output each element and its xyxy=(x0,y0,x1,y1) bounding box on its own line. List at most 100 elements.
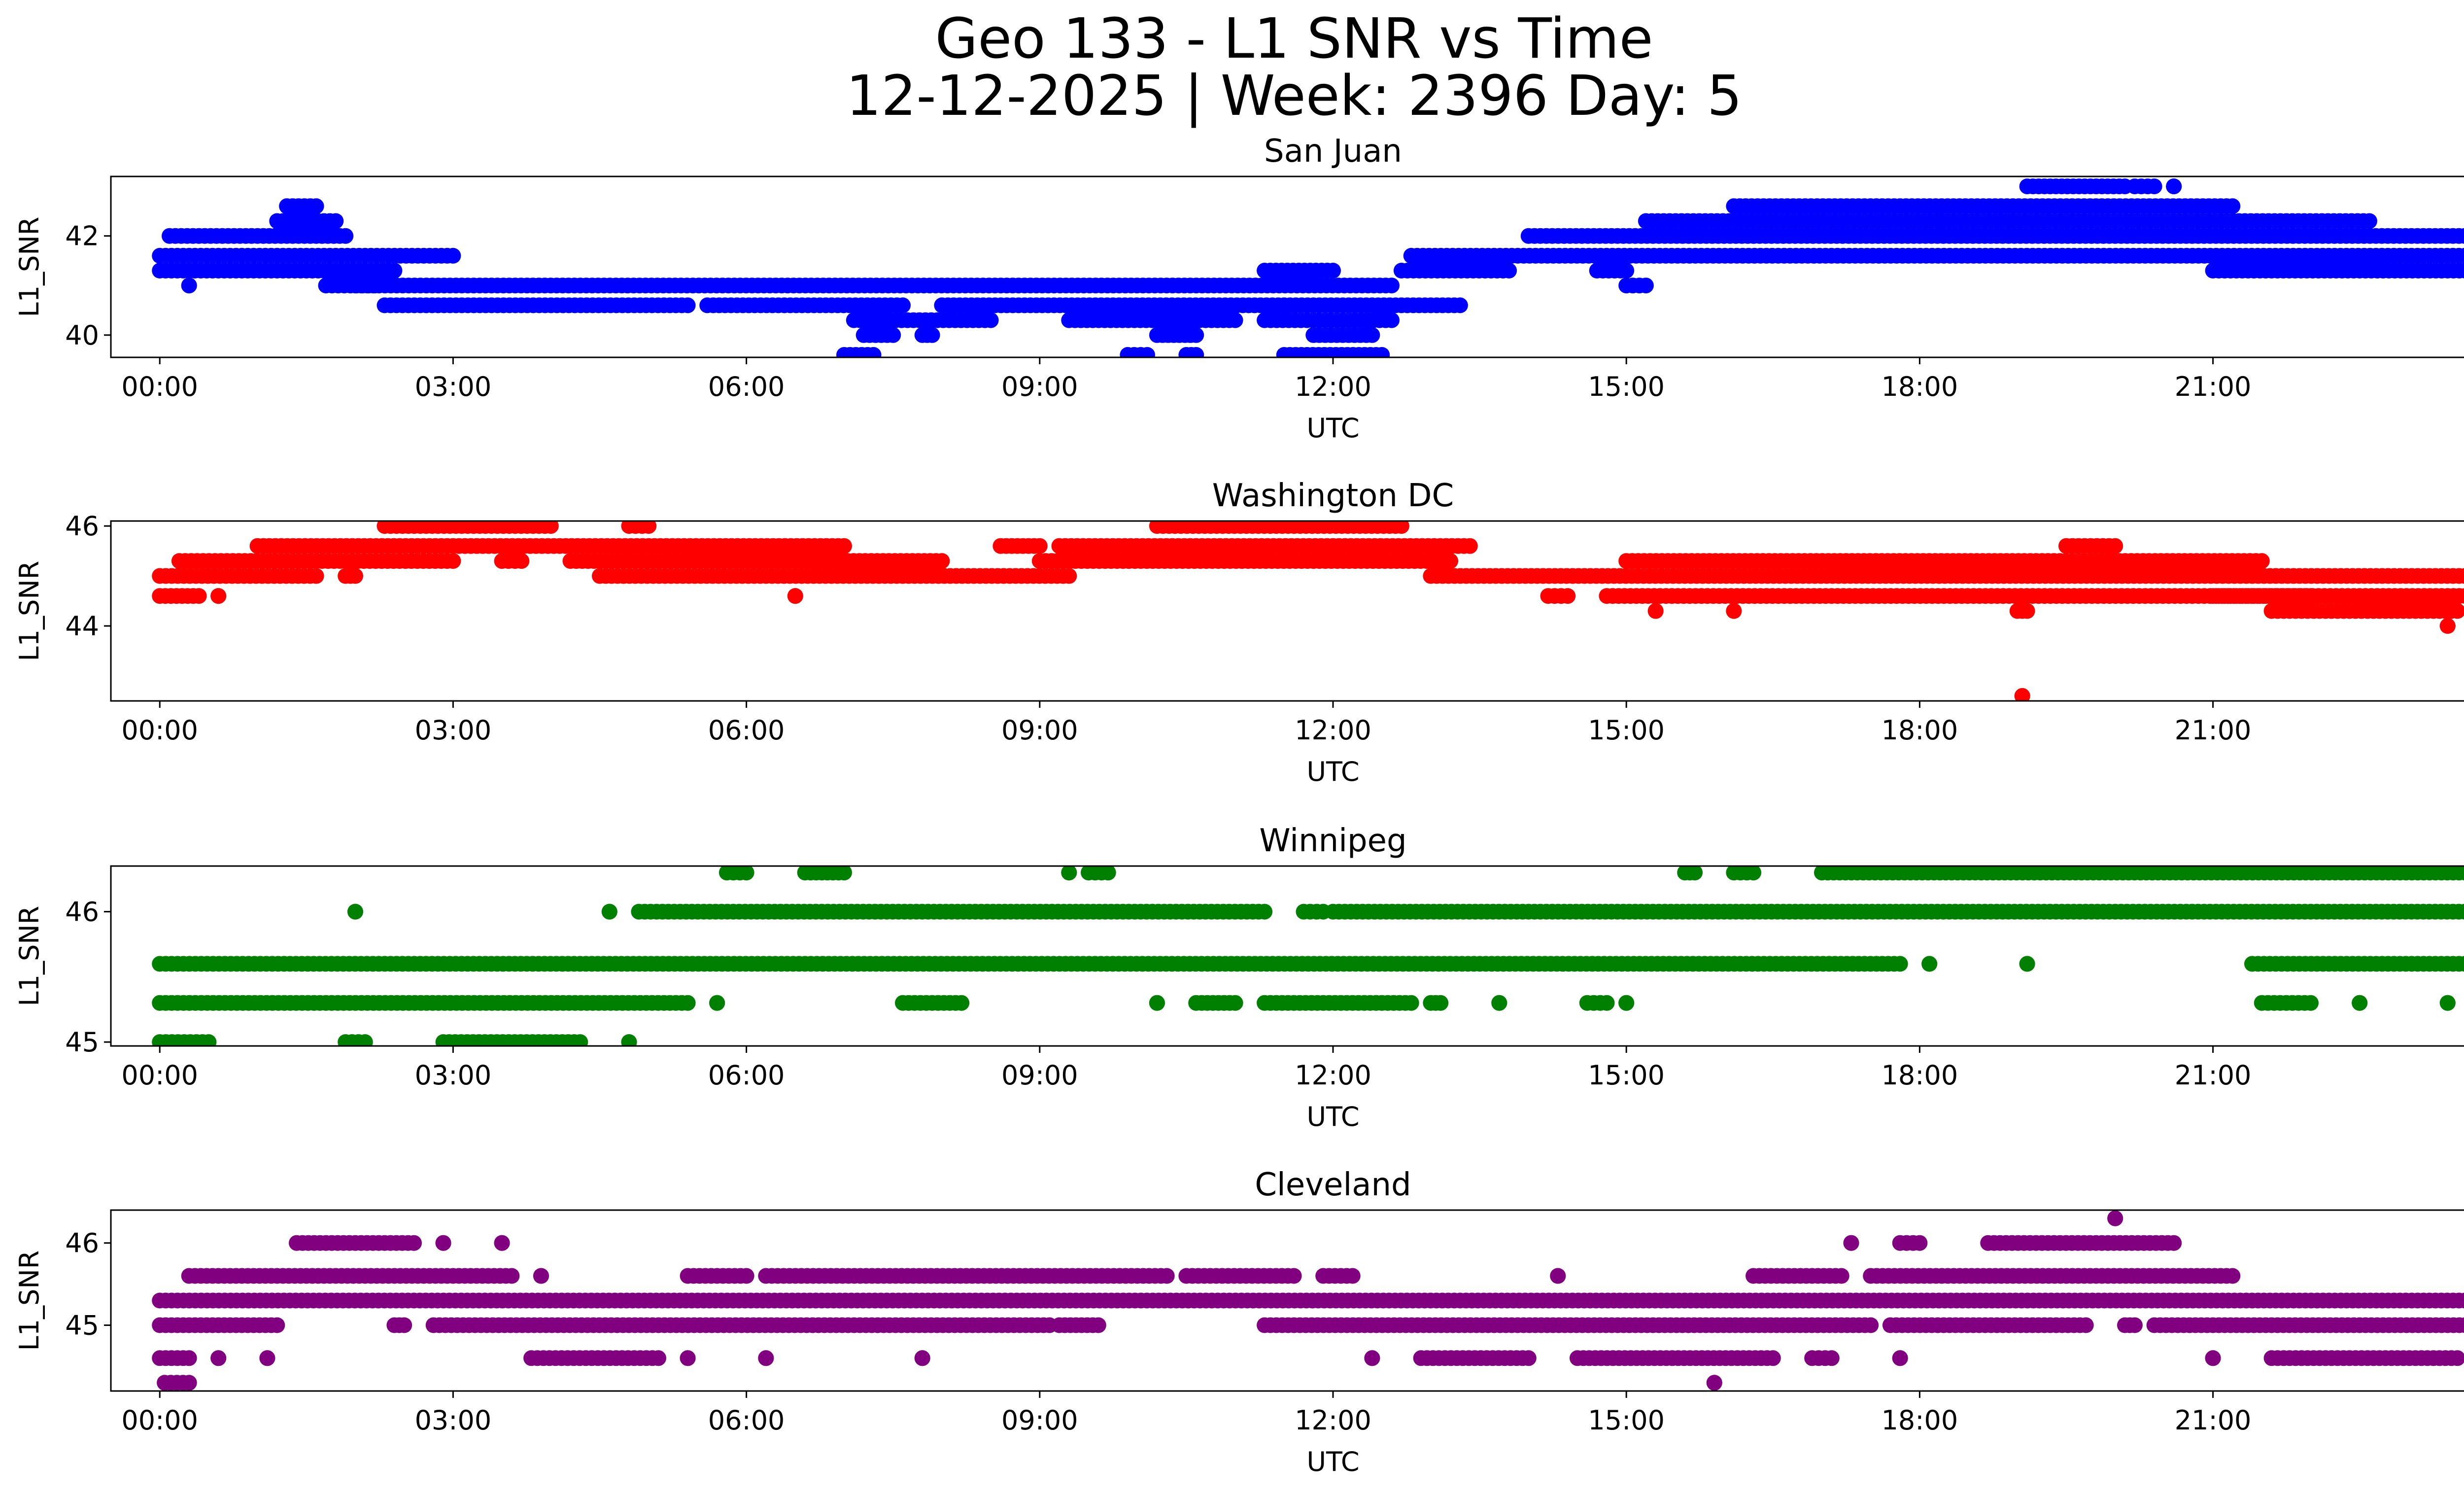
x-tick-label: 06:00 xyxy=(708,715,785,746)
data-point xyxy=(2019,956,2035,972)
y-tick-label: 42 xyxy=(65,221,99,252)
data-point xyxy=(1462,538,1478,554)
x-tick-label: 03:00 xyxy=(415,371,492,402)
data-point xyxy=(836,866,852,881)
data-point xyxy=(680,995,696,1011)
data-point xyxy=(2463,960,2464,968)
data-point xyxy=(2457,1292,2464,1309)
y-tick-label: 46 xyxy=(65,897,99,928)
data-point xyxy=(2092,826,2108,841)
data-point xyxy=(2184,826,2200,841)
data-point xyxy=(2449,603,2464,619)
data-point xyxy=(650,1350,666,1366)
data-point xyxy=(641,521,657,534)
data-point xyxy=(680,1350,696,1366)
data-point xyxy=(836,538,852,554)
data-point xyxy=(1227,995,1243,1011)
data-point xyxy=(269,1317,285,1333)
data-point xyxy=(1599,995,1615,1011)
data-point xyxy=(2107,538,2123,554)
data-point xyxy=(533,1268,549,1284)
data-point xyxy=(1061,866,1077,881)
data-point xyxy=(865,347,882,357)
data-point xyxy=(983,312,999,328)
data-point xyxy=(191,588,207,604)
data-point xyxy=(2449,1350,2464,1366)
data-point xyxy=(1501,263,1517,278)
data-point xyxy=(2144,826,2160,841)
subplot-title: Winnipeg xyxy=(1259,823,1406,859)
data-point xyxy=(435,1235,451,1251)
data-point xyxy=(2308,826,2324,841)
data-point xyxy=(2039,826,2054,841)
data-point xyxy=(2133,826,2149,841)
data-point xyxy=(347,904,363,920)
x-tick-label: 12:00 xyxy=(1295,715,1371,746)
data-point xyxy=(201,1034,217,1046)
data-point xyxy=(1100,866,1116,881)
data-point xyxy=(1384,312,1400,328)
data-point xyxy=(2173,826,2189,841)
data-point xyxy=(2326,826,2342,841)
x-tick-label: 00:00 xyxy=(121,715,198,746)
data-point xyxy=(1452,297,1468,313)
data-point xyxy=(2320,826,2336,841)
data-point xyxy=(758,1350,774,1366)
x-tick-label: 21:00 xyxy=(2175,1405,2252,1436)
data-point xyxy=(2167,826,2183,841)
subplot-title: Cleveland xyxy=(1255,1167,1411,1203)
data-point xyxy=(2463,907,2464,916)
data-point xyxy=(259,1350,275,1366)
data-point xyxy=(210,1350,227,1366)
data-point xyxy=(1393,521,1409,534)
x-tick-label: 12:00 xyxy=(1295,1060,1371,1091)
data-point xyxy=(2166,178,2182,195)
data-point xyxy=(1706,1375,1722,1391)
data-point xyxy=(2295,826,2311,841)
data-point xyxy=(2224,198,2241,214)
data-point xyxy=(601,904,617,920)
data-point xyxy=(396,1317,412,1333)
data-point xyxy=(328,213,344,229)
data-point xyxy=(1491,995,1507,1011)
data-point xyxy=(1090,1317,1106,1333)
data-point xyxy=(621,1034,637,1046)
data-point xyxy=(2463,232,2464,240)
data-point xyxy=(1765,1350,1781,1366)
data-point xyxy=(1970,826,1986,841)
data-point xyxy=(2190,826,2205,841)
data-point xyxy=(308,568,324,584)
data-point xyxy=(2463,572,2464,580)
data-point xyxy=(2224,1268,2241,1284)
data-point xyxy=(2166,1235,2182,1251)
data-point xyxy=(406,1235,422,1251)
data-point xyxy=(2303,995,2319,1011)
data-point xyxy=(1374,347,1390,357)
data-point xyxy=(494,1235,510,1251)
data-point xyxy=(543,521,559,534)
data-point xyxy=(709,995,725,1011)
x-tick-label: 21:00 xyxy=(2175,371,2252,402)
data-point xyxy=(1560,588,1576,604)
x-axis-label: UTC xyxy=(1306,1446,1359,1477)
data-point xyxy=(1159,1268,1175,1284)
subplot-title: Washington DC xyxy=(1212,478,1454,514)
data-point xyxy=(2195,826,2211,841)
x-tick-label: 18:00 xyxy=(1882,371,1958,402)
data-point xyxy=(1912,1235,1928,1251)
data-point xyxy=(338,228,354,244)
x-tick-label: 18:00 xyxy=(1882,1060,1958,1091)
data-point xyxy=(513,553,530,569)
data-point xyxy=(895,297,911,313)
data-point xyxy=(2127,826,2143,841)
data-point xyxy=(2332,826,2348,841)
data-point xyxy=(2019,603,2035,619)
data-point xyxy=(1687,866,1703,881)
data-point xyxy=(445,553,461,569)
data-point xyxy=(2150,826,2165,841)
